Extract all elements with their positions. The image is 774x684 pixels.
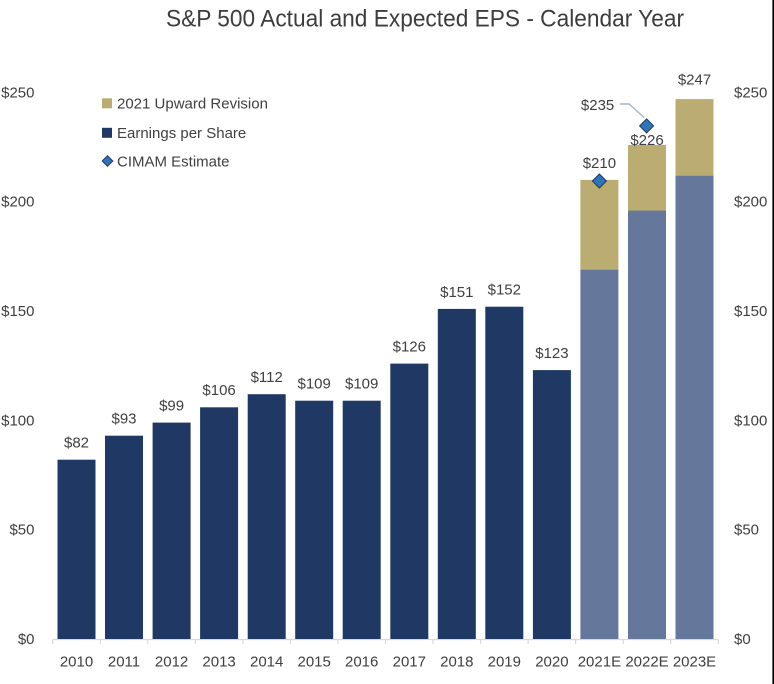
svg-text:2020: 2020 xyxy=(535,653,568,670)
svg-text:$247: $247 xyxy=(678,72,711,89)
svg-text:$109: $109 xyxy=(345,376,378,393)
svg-text:$109: $109 xyxy=(298,376,331,393)
svg-text:$112: $112 xyxy=(251,369,283,386)
svg-text:2016: 2016 xyxy=(345,653,378,670)
svg-text:$150: $150 xyxy=(1,303,34,320)
svg-text:2021 Upward Revision: 2021 Upward Revision xyxy=(117,96,268,113)
svg-text:$150: $150 xyxy=(734,303,767,320)
svg-text:$151: $151 xyxy=(440,284,473,301)
svg-text:$123: $123 xyxy=(535,345,568,362)
svg-text:2022E: 2022E xyxy=(625,653,668,670)
svg-text:$210: $210 xyxy=(583,155,616,172)
svg-text:$93: $93 xyxy=(111,411,136,428)
svg-text:2019: 2019 xyxy=(488,653,521,670)
svg-text:2012: 2012 xyxy=(155,653,188,670)
svg-text:2010: 2010 xyxy=(60,653,93,670)
svg-text:2014: 2014 xyxy=(250,653,283,670)
svg-text:S&P 500 Actual and Expected EP: S&P 500 Actual and Expected EPS - Calend… xyxy=(166,6,684,33)
svg-text:$250: $250 xyxy=(1,84,34,101)
svg-text:$250: $250 xyxy=(734,84,767,101)
svg-text:$50: $50 xyxy=(9,522,34,539)
svg-text:$200: $200 xyxy=(734,194,767,211)
svg-text:2017: 2017 xyxy=(393,653,426,670)
svg-text:$106: $106 xyxy=(202,382,235,399)
svg-text:$0: $0 xyxy=(734,631,751,648)
svg-text:2013: 2013 xyxy=(202,653,235,670)
svg-text:2021E: 2021E xyxy=(578,653,621,670)
svg-text:$100: $100 xyxy=(734,412,767,429)
svg-text:$0: $0 xyxy=(18,631,35,648)
svg-text:$200: $200 xyxy=(1,194,34,211)
svg-text:$82: $82 xyxy=(64,435,89,452)
svg-text:$152: $152 xyxy=(488,282,521,299)
svg-text:2015: 2015 xyxy=(298,653,331,670)
svg-text:$126: $126 xyxy=(393,339,426,356)
svg-text:$100: $100 xyxy=(1,412,34,429)
svg-text:2023E: 2023E xyxy=(673,653,716,670)
svg-text:CIMAM Estimate: CIMAM Estimate xyxy=(117,153,230,170)
svg-text:Earnings per Share: Earnings per Share xyxy=(117,125,246,142)
svg-text:$235: $235 xyxy=(581,97,614,114)
svg-text:2018: 2018 xyxy=(440,653,473,670)
svg-text:$226: $226 xyxy=(630,132,663,149)
svg-text:$99: $99 xyxy=(159,398,184,415)
svg-text:2011: 2011 xyxy=(108,653,140,670)
svg-text:$50: $50 xyxy=(734,522,759,539)
